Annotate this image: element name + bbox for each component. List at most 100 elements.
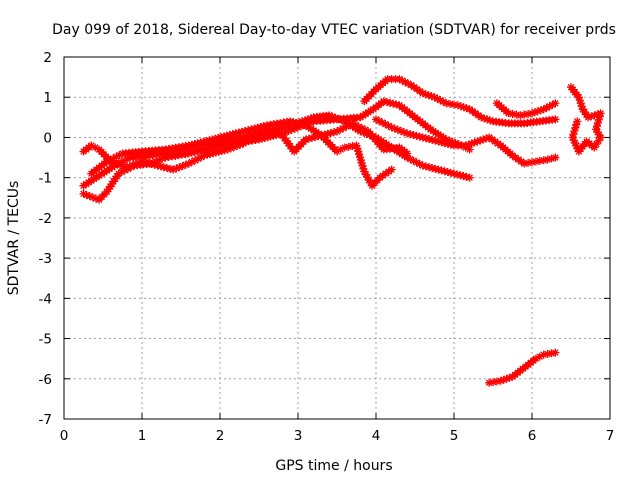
data-point <box>418 89 427 98</box>
data-point <box>387 123 396 132</box>
series-track-4 <box>87 117 412 178</box>
data-point <box>382 140 391 149</box>
data-point <box>369 104 378 113</box>
data-point <box>259 122 268 131</box>
data-point <box>266 132 275 141</box>
data-point <box>459 172 468 181</box>
y-tick-label: -1 <box>39 171 52 187</box>
data-point <box>443 168 452 177</box>
data-point <box>244 136 253 145</box>
data-point <box>214 133 223 142</box>
data-point <box>244 126 253 135</box>
data-point <box>265 126 274 135</box>
data-point <box>409 156 418 165</box>
data-point <box>467 139 476 148</box>
data-point <box>547 154 556 163</box>
data-point <box>433 94 442 103</box>
data-point <box>100 168 109 177</box>
data-point <box>356 113 365 122</box>
data-point <box>596 109 605 118</box>
data-point <box>250 124 259 133</box>
data-point <box>114 169 123 178</box>
data-point <box>187 148 196 157</box>
data-point <box>284 127 293 136</box>
data-point <box>524 158 533 167</box>
data-point <box>200 151 209 160</box>
data-point <box>415 132 424 141</box>
chart-title: Day 099 of 2018, Sidereal Day-to-day VTE… <box>52 22 616 38</box>
data-point <box>249 133 258 142</box>
data-point <box>294 123 302 132</box>
data-point <box>117 168 126 177</box>
data-point <box>569 136 578 145</box>
data-point <box>425 135 434 144</box>
data-point <box>289 118 298 127</box>
data-point <box>209 149 218 158</box>
data-point <box>456 102 465 111</box>
data-point <box>172 164 181 173</box>
data-point <box>226 144 235 153</box>
data-point <box>300 116 309 125</box>
data-point <box>333 127 341 136</box>
data-point <box>431 164 440 173</box>
data-point <box>395 75 404 84</box>
data-point <box>113 159 122 168</box>
data-point <box>594 115 603 124</box>
data-point <box>306 118 315 127</box>
data-point <box>240 127 249 136</box>
data-point <box>199 137 208 146</box>
y-tick-label: -7 <box>39 412 52 428</box>
data-point <box>587 112 596 121</box>
data-point <box>159 163 168 172</box>
y-tick-label: -5 <box>39 332 52 348</box>
data-point <box>575 96 584 105</box>
data-point <box>329 128 338 137</box>
data-point <box>156 162 165 171</box>
data-point <box>269 127 278 136</box>
data-point <box>295 119 304 128</box>
data-point <box>596 133 605 142</box>
data-point <box>530 108 539 117</box>
data-point <box>456 171 465 180</box>
data-point <box>236 140 245 149</box>
data-point <box>304 134 313 143</box>
data-point <box>480 114 489 123</box>
data-point <box>551 115 560 124</box>
data-point <box>281 128 290 137</box>
data-point <box>446 168 455 177</box>
data-point <box>120 166 129 175</box>
data-point <box>384 121 393 130</box>
data-point <box>287 125 296 134</box>
data-point <box>428 164 437 173</box>
data-point <box>91 194 100 203</box>
data-point <box>87 176 96 185</box>
data-point <box>431 136 440 145</box>
data-point <box>358 161 367 170</box>
data-point <box>122 163 131 172</box>
data-markers <box>79 75 605 387</box>
data-point <box>274 124 283 133</box>
data-point <box>421 134 430 143</box>
data-point <box>421 90 430 99</box>
plot-frame <box>63 56 611 420</box>
data-point <box>366 178 375 187</box>
y-tick-label: -3 <box>39 251 52 267</box>
data-point <box>572 120 581 129</box>
data-point <box>257 128 266 137</box>
data-point <box>242 132 251 141</box>
data-point <box>333 147 341 156</box>
data-point <box>84 178 93 187</box>
series-track-9 <box>485 348 560 387</box>
data-point <box>181 160 190 169</box>
data-point <box>590 111 599 120</box>
data-point <box>548 100 557 109</box>
data-point <box>239 139 248 148</box>
data-point <box>283 122 292 131</box>
x-axis-label: GPS time / hours <box>275 458 392 474</box>
data-point <box>406 130 415 139</box>
data-point <box>443 139 452 148</box>
data-point <box>584 113 593 122</box>
data-point <box>187 157 196 166</box>
data-point <box>386 98 395 107</box>
data-point <box>476 136 485 145</box>
